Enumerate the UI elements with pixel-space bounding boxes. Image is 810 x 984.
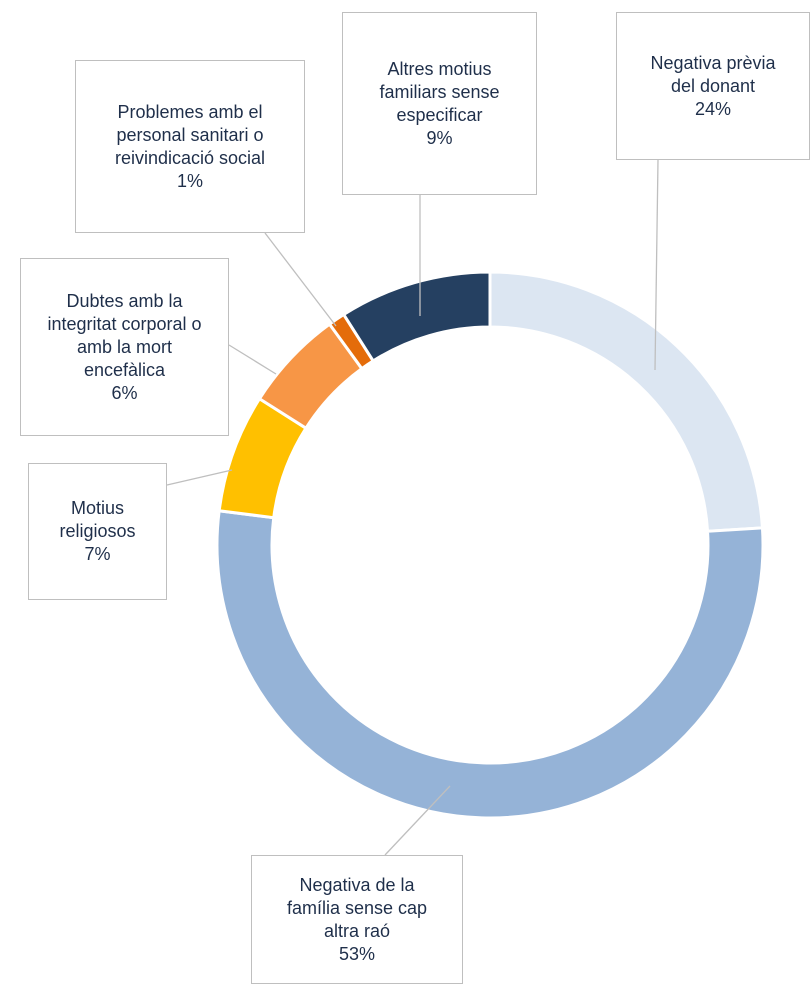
label-box: Dubtes amb la integritat corporal o amb … bbox=[20, 258, 229, 436]
donut-slice bbox=[341, 270, 492, 364]
category-label: Negativa prèvia del donant bbox=[650, 52, 776, 96]
category-label: Negativa de la família sense cap altra r… bbox=[286, 874, 428, 941]
leader-line bbox=[384, 785, 451, 856]
value-label: 53% bbox=[338, 943, 376, 964]
value-label: 1% bbox=[176, 170, 203, 191]
value-label: 7% bbox=[84, 544, 111, 564]
value-label: 9% bbox=[426, 127, 453, 148]
value-label: 24% bbox=[694, 98, 732, 119]
leader-line bbox=[654, 159, 659, 371]
category-label: Dubtes amb la integritat corporal o amb … bbox=[47, 290, 202, 380]
label-box: Altres motius familiars sense especifica… bbox=[342, 12, 537, 195]
category-label: Problemes amb el personal sanitari o rei… bbox=[114, 101, 266, 168]
value-label: 6% bbox=[111, 382, 138, 403]
label-box: Problemes amb el personal sanitari o rei… bbox=[75, 60, 305, 233]
leader-line bbox=[228, 344, 277, 375]
category-label: Motius religiosos bbox=[59, 498, 136, 541]
category-label: Altres motius familiars sense especifica… bbox=[379, 58, 500, 125]
leader-line bbox=[166, 469, 233, 486]
donut-slice bbox=[215, 509, 765, 820]
label-box: Negativa prèvia del donant 24% bbox=[616, 12, 810, 160]
leader-line bbox=[264, 232, 337, 327]
label-box: Motius religiosos 7% bbox=[28, 463, 167, 600]
label-box: Negativa de la família sense cap altra r… bbox=[251, 855, 463, 984]
donut-slice bbox=[488, 270, 765, 533]
